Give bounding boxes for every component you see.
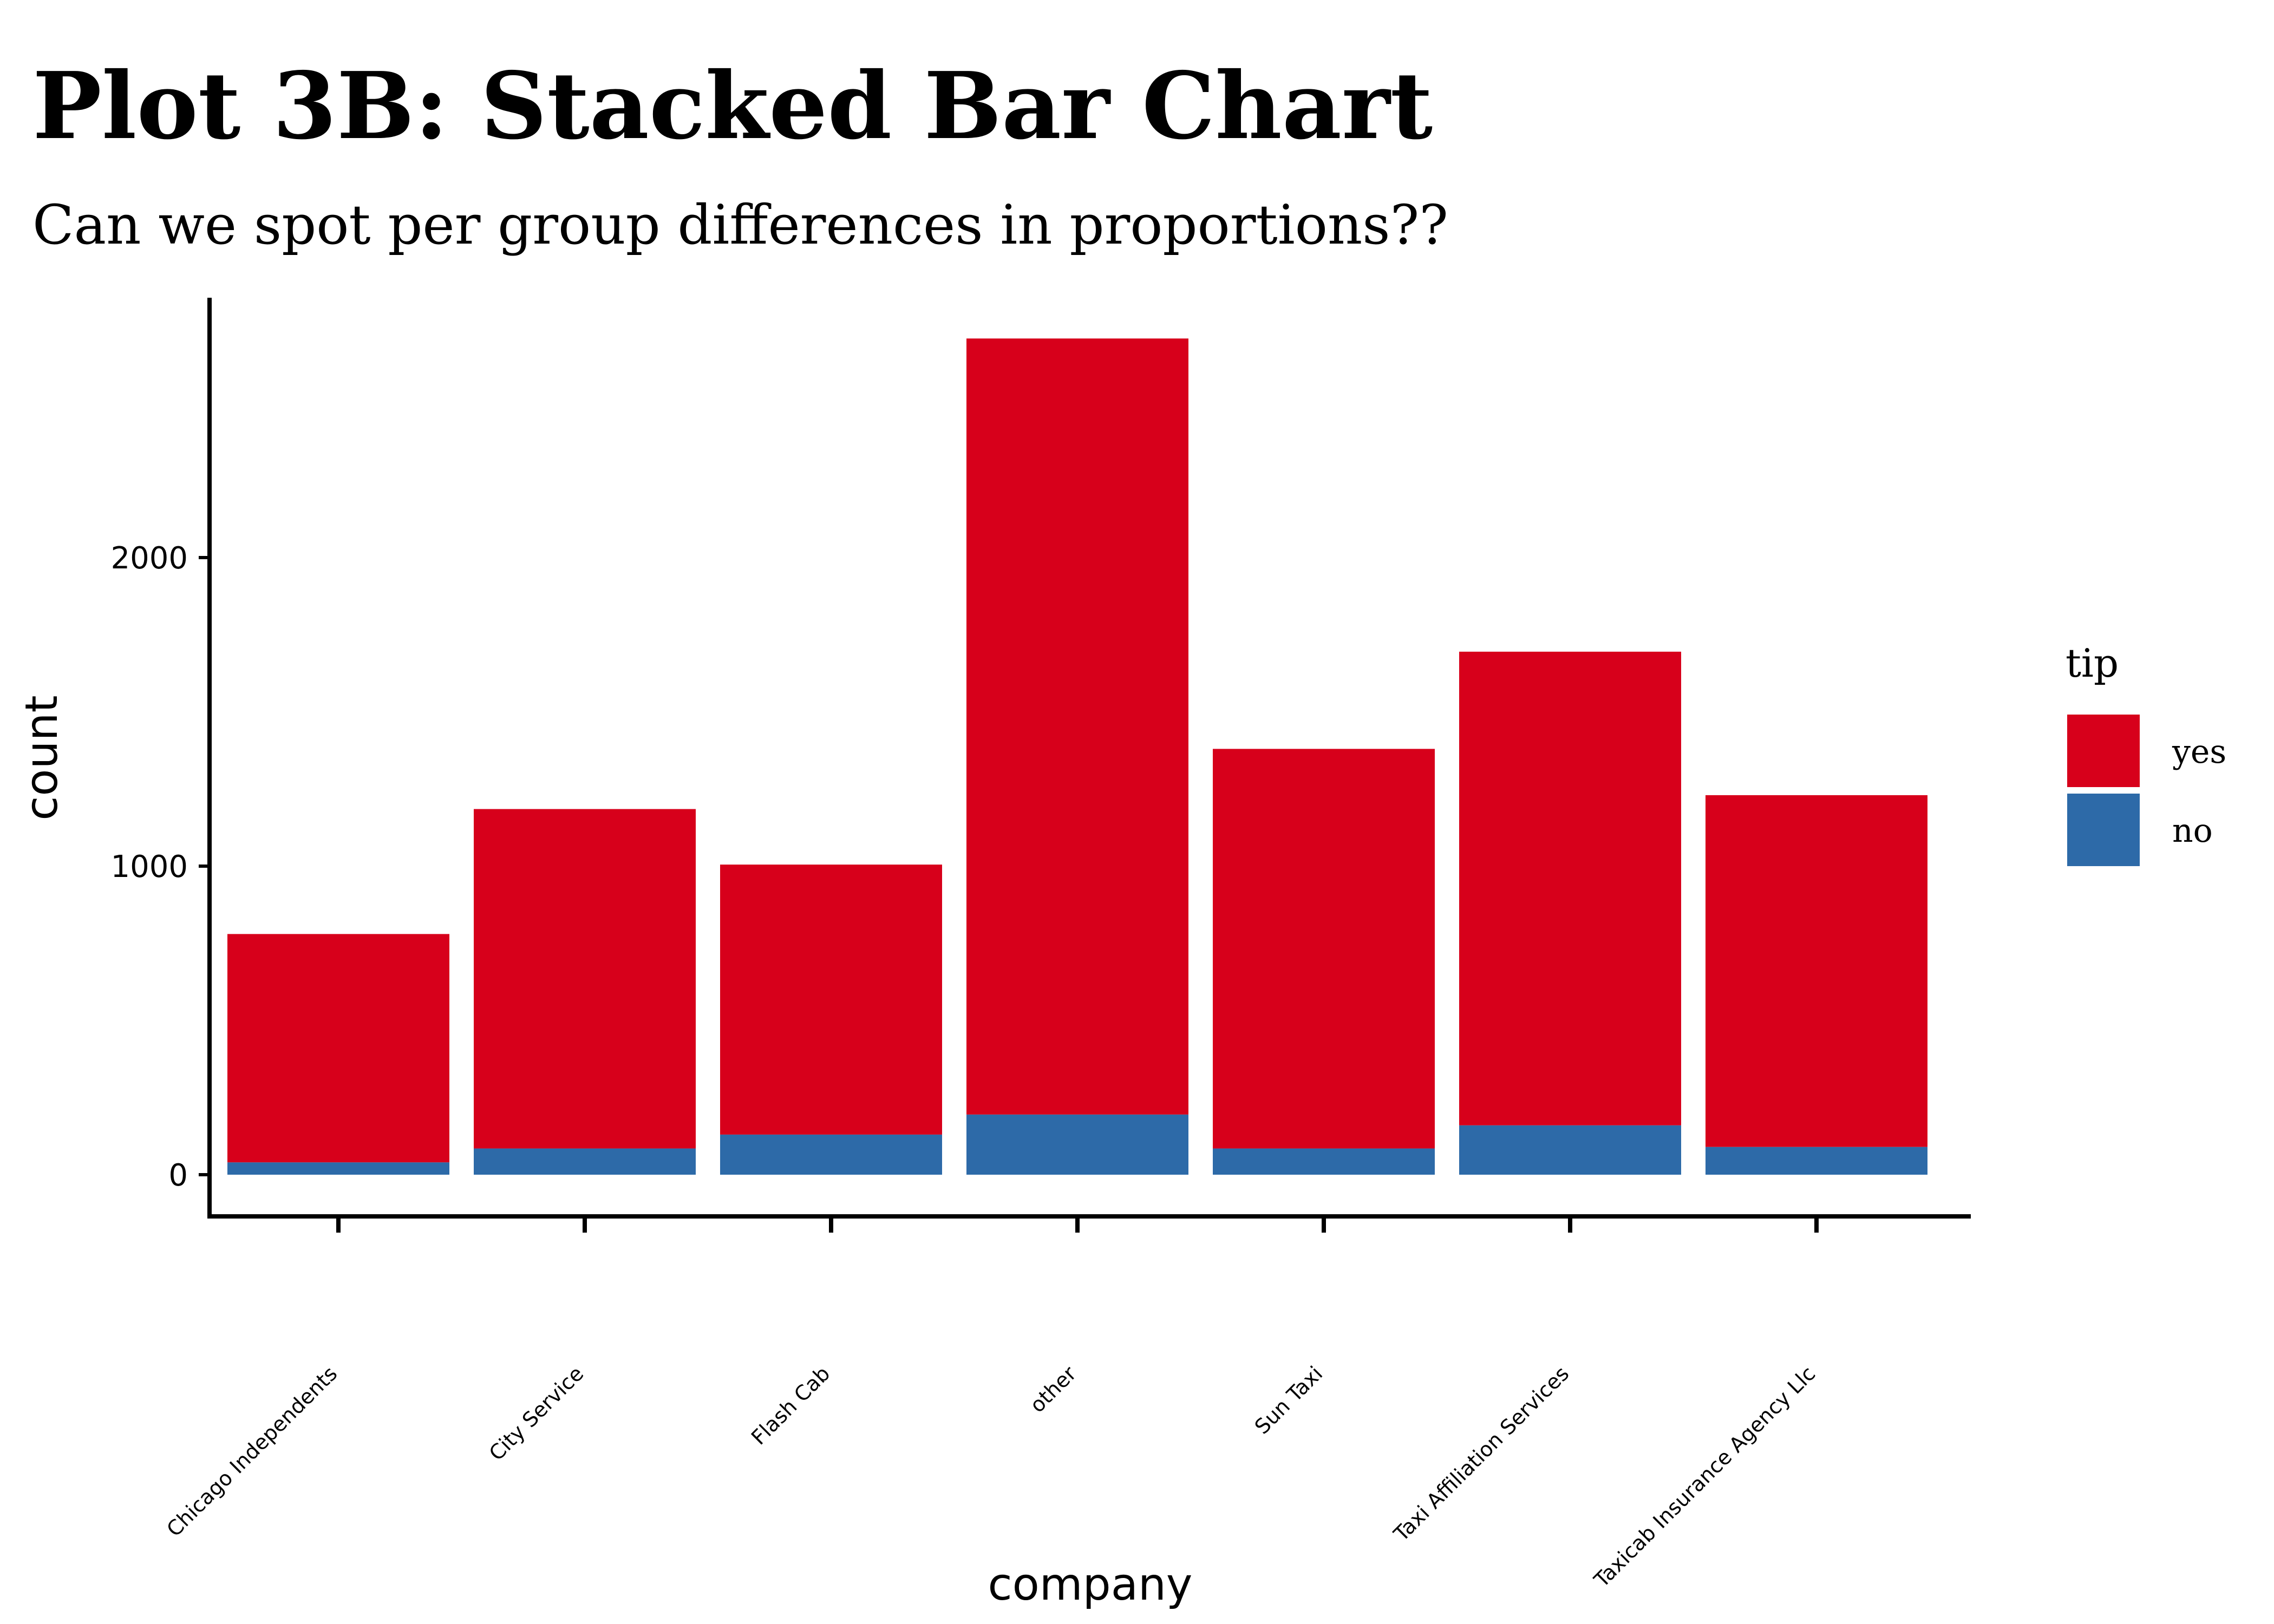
x-tick-label-0: Chicago Independents [162, 1361, 342, 1541]
x-tick-label-3: other [1025, 1361, 1081, 1417]
legend-key-no [2067, 794, 2140, 866]
axes-group [207, 298, 1971, 1219]
legend: tip yes no [2066, 640, 2226, 866]
x-tick-label-1: City Service [485, 1361, 589, 1465]
y-ticks-group: 0 1000 2000 [110, 541, 210, 1193]
y-tick-label-1: 1000 [110, 849, 188, 885]
x-tick-label-2: Flash Cab [747, 1361, 834, 1449]
chart-title: Plot 3B: Stacked Bar Chart [32, 52, 1433, 160]
legend-label-yes: yes [2172, 733, 2226, 771]
bar-no-2 [720, 1134, 942, 1175]
y-tick-label-2: 2000 [110, 541, 188, 576]
x-tick-label-4: Sun Taxi [1250, 1361, 1328, 1439]
bars-group [227, 338, 1927, 1175]
legend-key-yes [2067, 715, 2140, 787]
bar-no-4 [1213, 1148, 1435, 1175]
x-ticks-group: Chicago Independents City Service Flash Ca… [162, 1216, 1820, 1593]
bar-yes-4 [1213, 749, 1435, 1149]
chart-subtitle: Can we spot per group differences in pro… [32, 193, 1448, 257]
bar-yes-5 [1459, 651, 1681, 1125]
bar-no-6 [1706, 1147, 1927, 1175]
y-tick-label-0: 0 [168, 1158, 188, 1193]
legend-title: tip [2066, 640, 2119, 686]
bar-yes-3 [966, 338, 1188, 1115]
bar-yes-1 [474, 809, 696, 1149]
y-axis-title: count [16, 695, 68, 820]
bar-no-3 [966, 1114, 1188, 1175]
bar-yes-0 [227, 934, 449, 1163]
bar-yes-2 [720, 865, 942, 1135]
legend-label-no: no [2172, 812, 2213, 850]
x-axis-title: company [988, 1559, 1193, 1610]
bar-yes-6 [1706, 795, 1927, 1147]
bar-no-1 [474, 1148, 696, 1175]
x-tick-label-5: Taxi Affiliation Services [1389, 1361, 1573, 1546]
x-tick-label-6: Taxicab Insurance Agency Llc [1589, 1361, 1820, 1592]
bar-no-0 [227, 1162, 449, 1175]
bar-no-5 [1459, 1125, 1681, 1175]
